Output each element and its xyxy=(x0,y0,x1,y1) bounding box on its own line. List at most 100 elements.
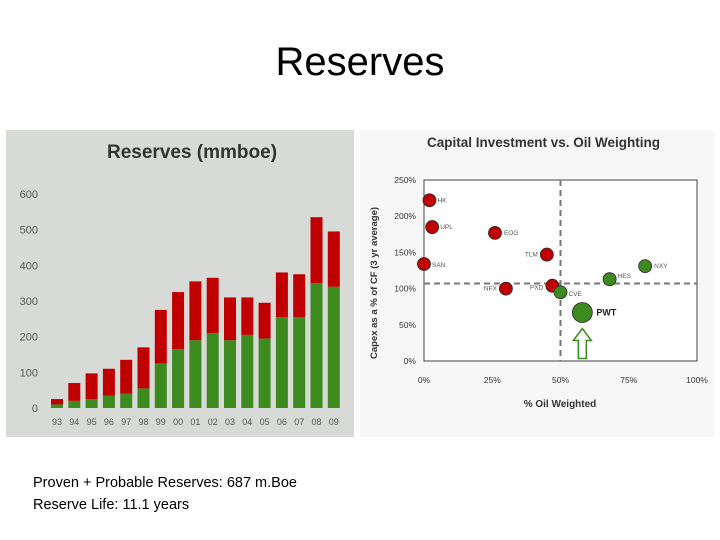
scatter-point xyxy=(571,302,593,323)
bar-y-tick-label: 100 xyxy=(20,367,38,379)
scatter-point-label: HK xyxy=(437,197,447,204)
bar-segment-probable xyxy=(327,231,340,287)
bar-segment-probable xyxy=(68,383,81,401)
bar-x-tick-label: 00 xyxy=(173,417,183,427)
scatter-y-tick-label: 150% xyxy=(394,247,416,257)
scatter-point-label: CVE xyxy=(569,291,583,298)
scatter-point xyxy=(422,193,437,208)
bar-segment-proven xyxy=(172,349,185,408)
caption-reserves: Proven + Probable Reserves: 687 m.Boe xyxy=(33,475,297,491)
bar-segment-proven xyxy=(224,340,236,408)
bar-segment-proven xyxy=(293,317,306,408)
scatter-y-tick-label: 0% xyxy=(404,356,417,366)
scatter-y-tick-label: 100% xyxy=(394,284,416,294)
bar-segment-proven xyxy=(120,393,133,408)
bar-segment-proven xyxy=(327,286,340,408)
bar-x-tick-label: 07 xyxy=(294,417,304,427)
reserves-chart-panel: Reserves (mmboe) 0 100 200 300 400 500 600 93 9… xyxy=(6,130,354,437)
bar-segment-probable xyxy=(120,359,133,394)
bar-segment-probable xyxy=(137,347,150,389)
scatter-point xyxy=(417,257,431,271)
bar-x-tick-label: 95 xyxy=(87,417,97,427)
bar-segment-proven xyxy=(275,317,288,408)
bar-segment-probable xyxy=(293,274,306,318)
scatter-x-tick-label: 75% xyxy=(620,375,637,385)
scatter-point-label: EOG xyxy=(504,230,518,237)
capex-scatter-chart: Capital Investment vs. Oil Weighting 0% 5… xyxy=(369,135,708,410)
bar-x-tick-label: 06 xyxy=(277,417,287,427)
bar-y-tick-label: 500 xyxy=(20,225,38,237)
bar-chart-title: Reserves (mmboe) xyxy=(107,142,277,163)
bar-segment-probable xyxy=(85,373,98,400)
bar-segment-probable xyxy=(102,368,115,396)
scatter-point xyxy=(425,220,440,234)
scatter-y-tick-label: 250% xyxy=(394,175,416,185)
bar-x-tick-label: 04 xyxy=(242,417,252,427)
scatter-x-tick-label: 25% xyxy=(484,375,501,385)
bar-y-tick-label: 300 xyxy=(20,296,38,308)
bar-x-tick-label: 05 xyxy=(260,417,270,427)
slide-title: Reserves xyxy=(275,40,445,84)
scatter-y-axis-label: Capex as a % of CF (3 yr average) xyxy=(369,207,380,359)
bar-y-tick-label: 600 xyxy=(20,189,38,201)
scatter-y-tick-label: 200% xyxy=(394,211,416,221)
bar-segment-probable xyxy=(224,297,236,341)
bar-segment-probable xyxy=(258,302,271,339)
scatter-point-label: UPL xyxy=(440,224,453,231)
bar-segment-probable xyxy=(310,217,323,284)
bar-x-tick-label: 09 xyxy=(329,417,339,427)
caption-reserve-life: Reserve Life: 11.1 years xyxy=(33,497,190,513)
up-arrow-icon xyxy=(571,327,593,360)
bar-segment-proven xyxy=(189,340,202,408)
scatter-point-label: PWT xyxy=(596,307,616,317)
scatter-point-label: TLM xyxy=(525,252,538,259)
bar-segment-probable xyxy=(275,272,288,318)
capex-scatter-panel: Capital Investment vs. Oil Weighting 0% 5… xyxy=(360,130,714,437)
scatter-chart-title: Capital Investment vs. Oil Weighting xyxy=(427,135,660,150)
scatter-point xyxy=(498,281,513,296)
bar-x-tick-label: 97 xyxy=(121,417,131,427)
scatter-x-tick-label: 100% xyxy=(686,375,708,385)
scatter-point xyxy=(553,285,568,300)
bar-segment-proven xyxy=(310,283,323,408)
scatter-point-label: NFX xyxy=(484,286,498,293)
scatter-point-label: NXY xyxy=(654,263,668,270)
bar-segment-proven xyxy=(206,333,219,408)
bar-segment-proven xyxy=(51,404,63,408)
scatter-point-label: HES xyxy=(618,273,632,280)
scatter-point xyxy=(539,247,554,262)
bar-x-tick-label: 02 xyxy=(208,417,218,427)
bar-x-tick-label: 93 xyxy=(52,417,62,427)
bar-y-tick-label: 200 xyxy=(20,332,38,344)
bar-x-tick-label: 98 xyxy=(138,417,148,427)
bar-y-tick-label: 400 xyxy=(20,260,38,272)
scatter-y-tick-label: 50% xyxy=(399,320,416,330)
bar-segment-probable xyxy=(51,399,63,405)
scatter-x-tick-label: 50% xyxy=(552,375,569,385)
bar-segment-probable xyxy=(206,277,219,334)
bar-y-tick-label: 0 xyxy=(32,403,38,415)
bar-segment-proven xyxy=(241,334,254,408)
bar-x-tick-label: 03 xyxy=(225,417,235,427)
bar-x-tick-label: 08 xyxy=(311,417,321,427)
bar-segment-proven xyxy=(68,400,81,408)
bar-x-tick-label: 99 xyxy=(156,417,166,427)
bar-x-tick-label: 96 xyxy=(104,417,114,427)
bar-segment-probable xyxy=(241,297,254,335)
bar-x-tick-label: 01 xyxy=(190,417,200,427)
scatter-x-tick-label: 0% xyxy=(418,375,431,385)
bar-segment-probable xyxy=(154,309,167,364)
scatter-point xyxy=(638,259,653,274)
scatter-point xyxy=(602,272,617,287)
bar-x-tick-label: 94 xyxy=(69,417,79,427)
bar-segment-proven xyxy=(258,338,271,408)
scatter-point-label: PXD xyxy=(530,285,544,292)
bar-segment-proven xyxy=(154,363,167,408)
scatter-point-label: SAN xyxy=(432,262,446,269)
bar-segment-probable xyxy=(189,281,202,341)
scatter-x-axis-label: % Oil Weighted xyxy=(524,399,597,410)
bar-segment-proven xyxy=(137,388,150,408)
bar-segment-probable xyxy=(172,292,185,350)
scatter-point xyxy=(488,225,502,240)
